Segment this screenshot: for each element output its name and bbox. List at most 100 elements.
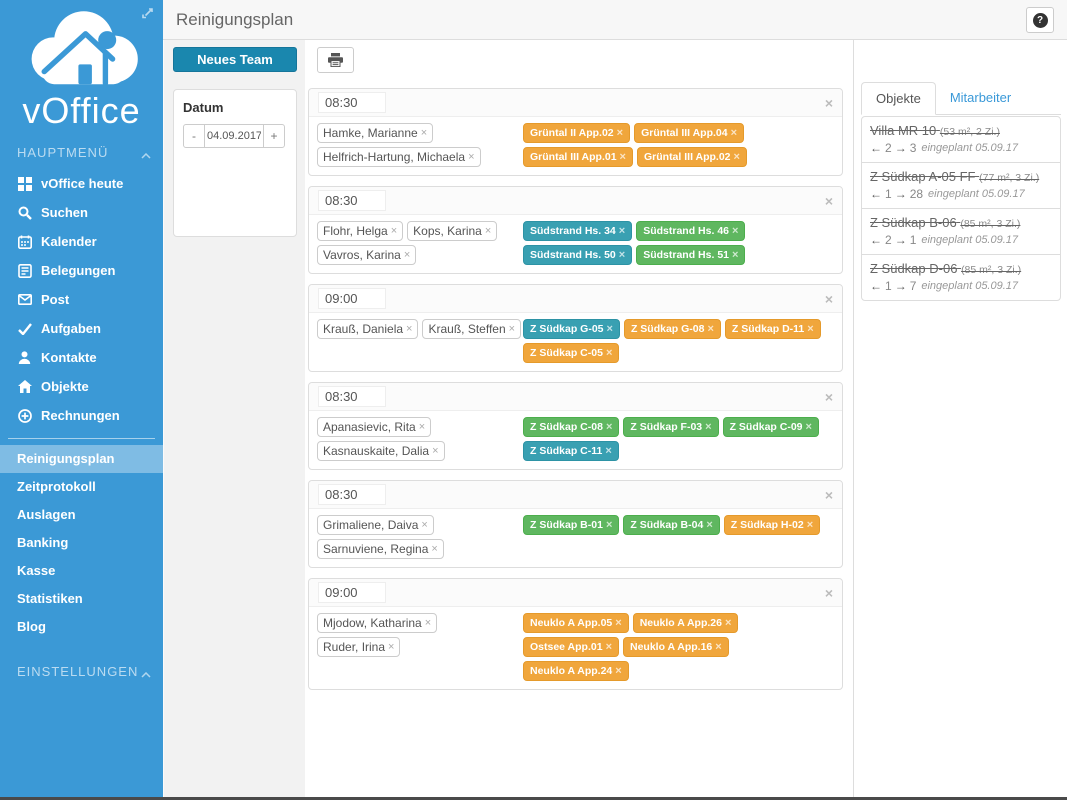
object-tag[interactable]: Z Südkap G-08 bbox=[623, 319, 721, 339]
object-tag[interactable]: Z Südkap C-11 bbox=[523, 441, 619, 461]
object-tag[interactable]: Z Südkap C-08 bbox=[523, 417, 620, 437]
object-tag[interactable]: Z Südkap C-09 bbox=[722, 417, 819, 437]
remove-icon[interactable] bbox=[425, 617, 431, 629]
remove-icon[interactable] bbox=[406, 323, 412, 335]
remove-icon[interactable] bbox=[432, 445, 438, 457]
list-item[interactable]: Villa MR 10 (53 m², 2 Zi.) 2 3 eingeplan… bbox=[862, 117, 1060, 162]
object-tag[interactable]: Neuklo A App.05 bbox=[523, 613, 629, 633]
person-tag[interactable]: Mjodow, Katharina bbox=[317, 613, 438, 633]
remove-icon[interactable] bbox=[734, 151, 740, 163]
remove-icon[interactable] bbox=[807, 323, 813, 335]
list-item[interactable]: Z Südkap D-06 (85 m², 3 Zi.) 1 7 eingepl… bbox=[862, 254, 1060, 300]
sidebar-item-zeitprotokoll[interactable]: Zeitprotokoll bbox=[17, 479, 96, 494]
object-tag[interactable]: Südstrand Hs. 50 bbox=[523, 245, 633, 265]
tab-objekte[interactable]: Objekte bbox=[861, 82, 936, 115]
sidebar-item-kontakte[interactable]: Kontakte bbox=[0, 343, 163, 372]
section-einstellungen[interactable]: EINSTELLUNGEN bbox=[0, 651, 163, 688]
person-tag[interactable]: Hamke, Marianne bbox=[317, 123, 434, 143]
list-item[interactable]: Z Südkap A-05 FF (77 m², 3 Zi.) 1 28 ein… bbox=[862, 162, 1060, 208]
sidebar-item-rechnungen[interactable]: Rechnungen bbox=[0, 401, 163, 430]
person-tag[interactable]: Kops, Karina bbox=[407, 221, 498, 241]
sidebar-item-belegungen[interactable]: Belegungen bbox=[0, 256, 163, 285]
remove-icon[interactable] bbox=[421, 519, 427, 531]
object-tag[interactable]: Z Südkap G-05 bbox=[523, 319, 620, 339]
object-tag[interactable]: Südstrand Hs. 51 bbox=[636, 245, 746, 265]
sidebar-item-kalender[interactable]: Kalender bbox=[0, 227, 163, 256]
remove-icon[interactable] bbox=[619, 249, 625, 261]
sidebar-item-voffice-heute[interactable]: vOffice heute bbox=[0, 169, 163, 198]
close-icon[interactable] bbox=[825, 488, 833, 502]
remove-icon[interactable] bbox=[706, 519, 712, 531]
help-button[interactable] bbox=[1026, 7, 1054, 33]
close-icon[interactable] bbox=[825, 194, 833, 208]
expand-sidebar-icon[interactable] bbox=[141, 7, 154, 25]
object-tag[interactable]: Z Südkap D-11 bbox=[724, 319, 821, 339]
sidebar-item-kasse[interactable]: Kasse bbox=[17, 563, 56, 578]
sidebar-item-objekte[interactable]: Objekte bbox=[0, 372, 163, 401]
team-time-input[interactable] bbox=[318, 288, 386, 309]
remove-icon[interactable] bbox=[732, 249, 738, 261]
remove-icon[interactable] bbox=[391, 225, 397, 237]
person-tag[interactable]: Ruder, Irina bbox=[317, 637, 401, 657]
remove-icon[interactable] bbox=[732, 225, 738, 237]
date-minus-button[interactable]: - bbox=[183, 124, 205, 148]
team-time-input[interactable] bbox=[318, 386, 386, 407]
person-tag[interactable]: Grimaliene, Daiva bbox=[317, 515, 434, 535]
team-time-input[interactable] bbox=[318, 484, 386, 505]
remove-icon[interactable] bbox=[605, 445, 611, 457]
person-tag[interactable]: Kasnauskaite, Dalia bbox=[317, 441, 445, 461]
object-tag[interactable]: Z Südkap C-05 bbox=[523, 343, 620, 363]
remove-icon[interactable] bbox=[606, 421, 612, 433]
remove-icon[interactable] bbox=[404, 249, 410, 261]
object-tag[interactable]: Neuklo A App.16 bbox=[623, 637, 729, 657]
person-tag[interactable]: Apanasievic, Rita bbox=[317, 417, 432, 437]
new-team-button[interactable]: Neues Team bbox=[173, 47, 297, 72]
object-tag[interactable]: Neuklo A App.24 bbox=[523, 661, 629, 681]
object-tag[interactable]: Südstrand Hs. 46 bbox=[636, 221, 746, 241]
remove-icon[interactable] bbox=[615, 617, 621, 629]
sidebar-item-statistiken[interactable]: Statistiken bbox=[17, 591, 83, 606]
sidebar-item-post[interactable]: Post bbox=[0, 285, 163, 314]
date-input[interactable] bbox=[205, 124, 263, 148]
object-tag[interactable]: Z Südkap F-03 bbox=[623, 417, 719, 437]
remove-icon[interactable] bbox=[615, 665, 621, 677]
sidebar-item-blog[interactable]: Blog bbox=[17, 619, 46, 634]
remove-icon[interactable] bbox=[619, 225, 625, 237]
remove-icon[interactable] bbox=[509, 323, 515, 335]
team-time-input[interactable] bbox=[318, 582, 386, 603]
remove-icon[interactable] bbox=[731, 127, 737, 139]
remove-icon[interactable] bbox=[725, 617, 731, 629]
object-tag[interactable]: Südstrand Hs. 34 bbox=[523, 221, 633, 241]
remove-icon[interactable] bbox=[468, 151, 474, 163]
remove-icon[interactable] bbox=[715, 641, 721, 653]
sidebar-item-reinigungsplan[interactable]: Reinigungsplan bbox=[0, 445, 163, 473]
remove-icon[interactable] bbox=[607, 323, 613, 335]
sidebar-item-banking[interactable]: Banking bbox=[17, 535, 69, 550]
person-tag[interactable]: Krauß, Daniela bbox=[317, 319, 419, 339]
remove-icon[interactable] bbox=[606, 641, 612, 653]
close-icon[interactable] bbox=[825, 586, 833, 600]
remove-icon[interactable] bbox=[606, 519, 612, 531]
sidebar-item-auslagen[interactable]: Auslagen bbox=[17, 507, 76, 522]
object-tag[interactable]: Z Südkap H-02 bbox=[723, 515, 821, 535]
remove-icon[interactable] bbox=[421, 127, 427, 139]
person-tag[interactable]: Helfrich-Hartung, Michaela bbox=[317, 147, 481, 167]
remove-icon[interactable] bbox=[620, 151, 626, 163]
remove-icon[interactable] bbox=[419, 421, 425, 433]
sidebar-item-aufgaben[interactable]: Aufgaben bbox=[0, 314, 163, 343]
team-time-input[interactable] bbox=[318, 92, 386, 113]
remove-icon[interactable] bbox=[707, 323, 713, 335]
section-hauptmenu[interactable]: HAUPTMENÜ bbox=[0, 132, 163, 169]
remove-icon[interactable] bbox=[617, 127, 623, 139]
remove-icon[interactable] bbox=[485, 225, 491, 237]
remove-icon[interactable] bbox=[606, 347, 612, 359]
close-icon[interactable] bbox=[825, 390, 833, 404]
team-time-input[interactable] bbox=[318, 190, 386, 211]
tab-mitarbeiter[interactable]: Mitarbeiter bbox=[949, 90, 1012, 105]
close-icon[interactable] bbox=[825, 292, 833, 306]
person-tag[interactable]: Vavros, Karina bbox=[317, 245, 417, 265]
close-icon[interactable] bbox=[825, 96, 833, 110]
object-tag[interactable]: Z Südkap B-04 bbox=[623, 515, 720, 535]
remove-icon[interactable] bbox=[807, 519, 813, 531]
remove-icon[interactable] bbox=[431, 543, 437, 555]
